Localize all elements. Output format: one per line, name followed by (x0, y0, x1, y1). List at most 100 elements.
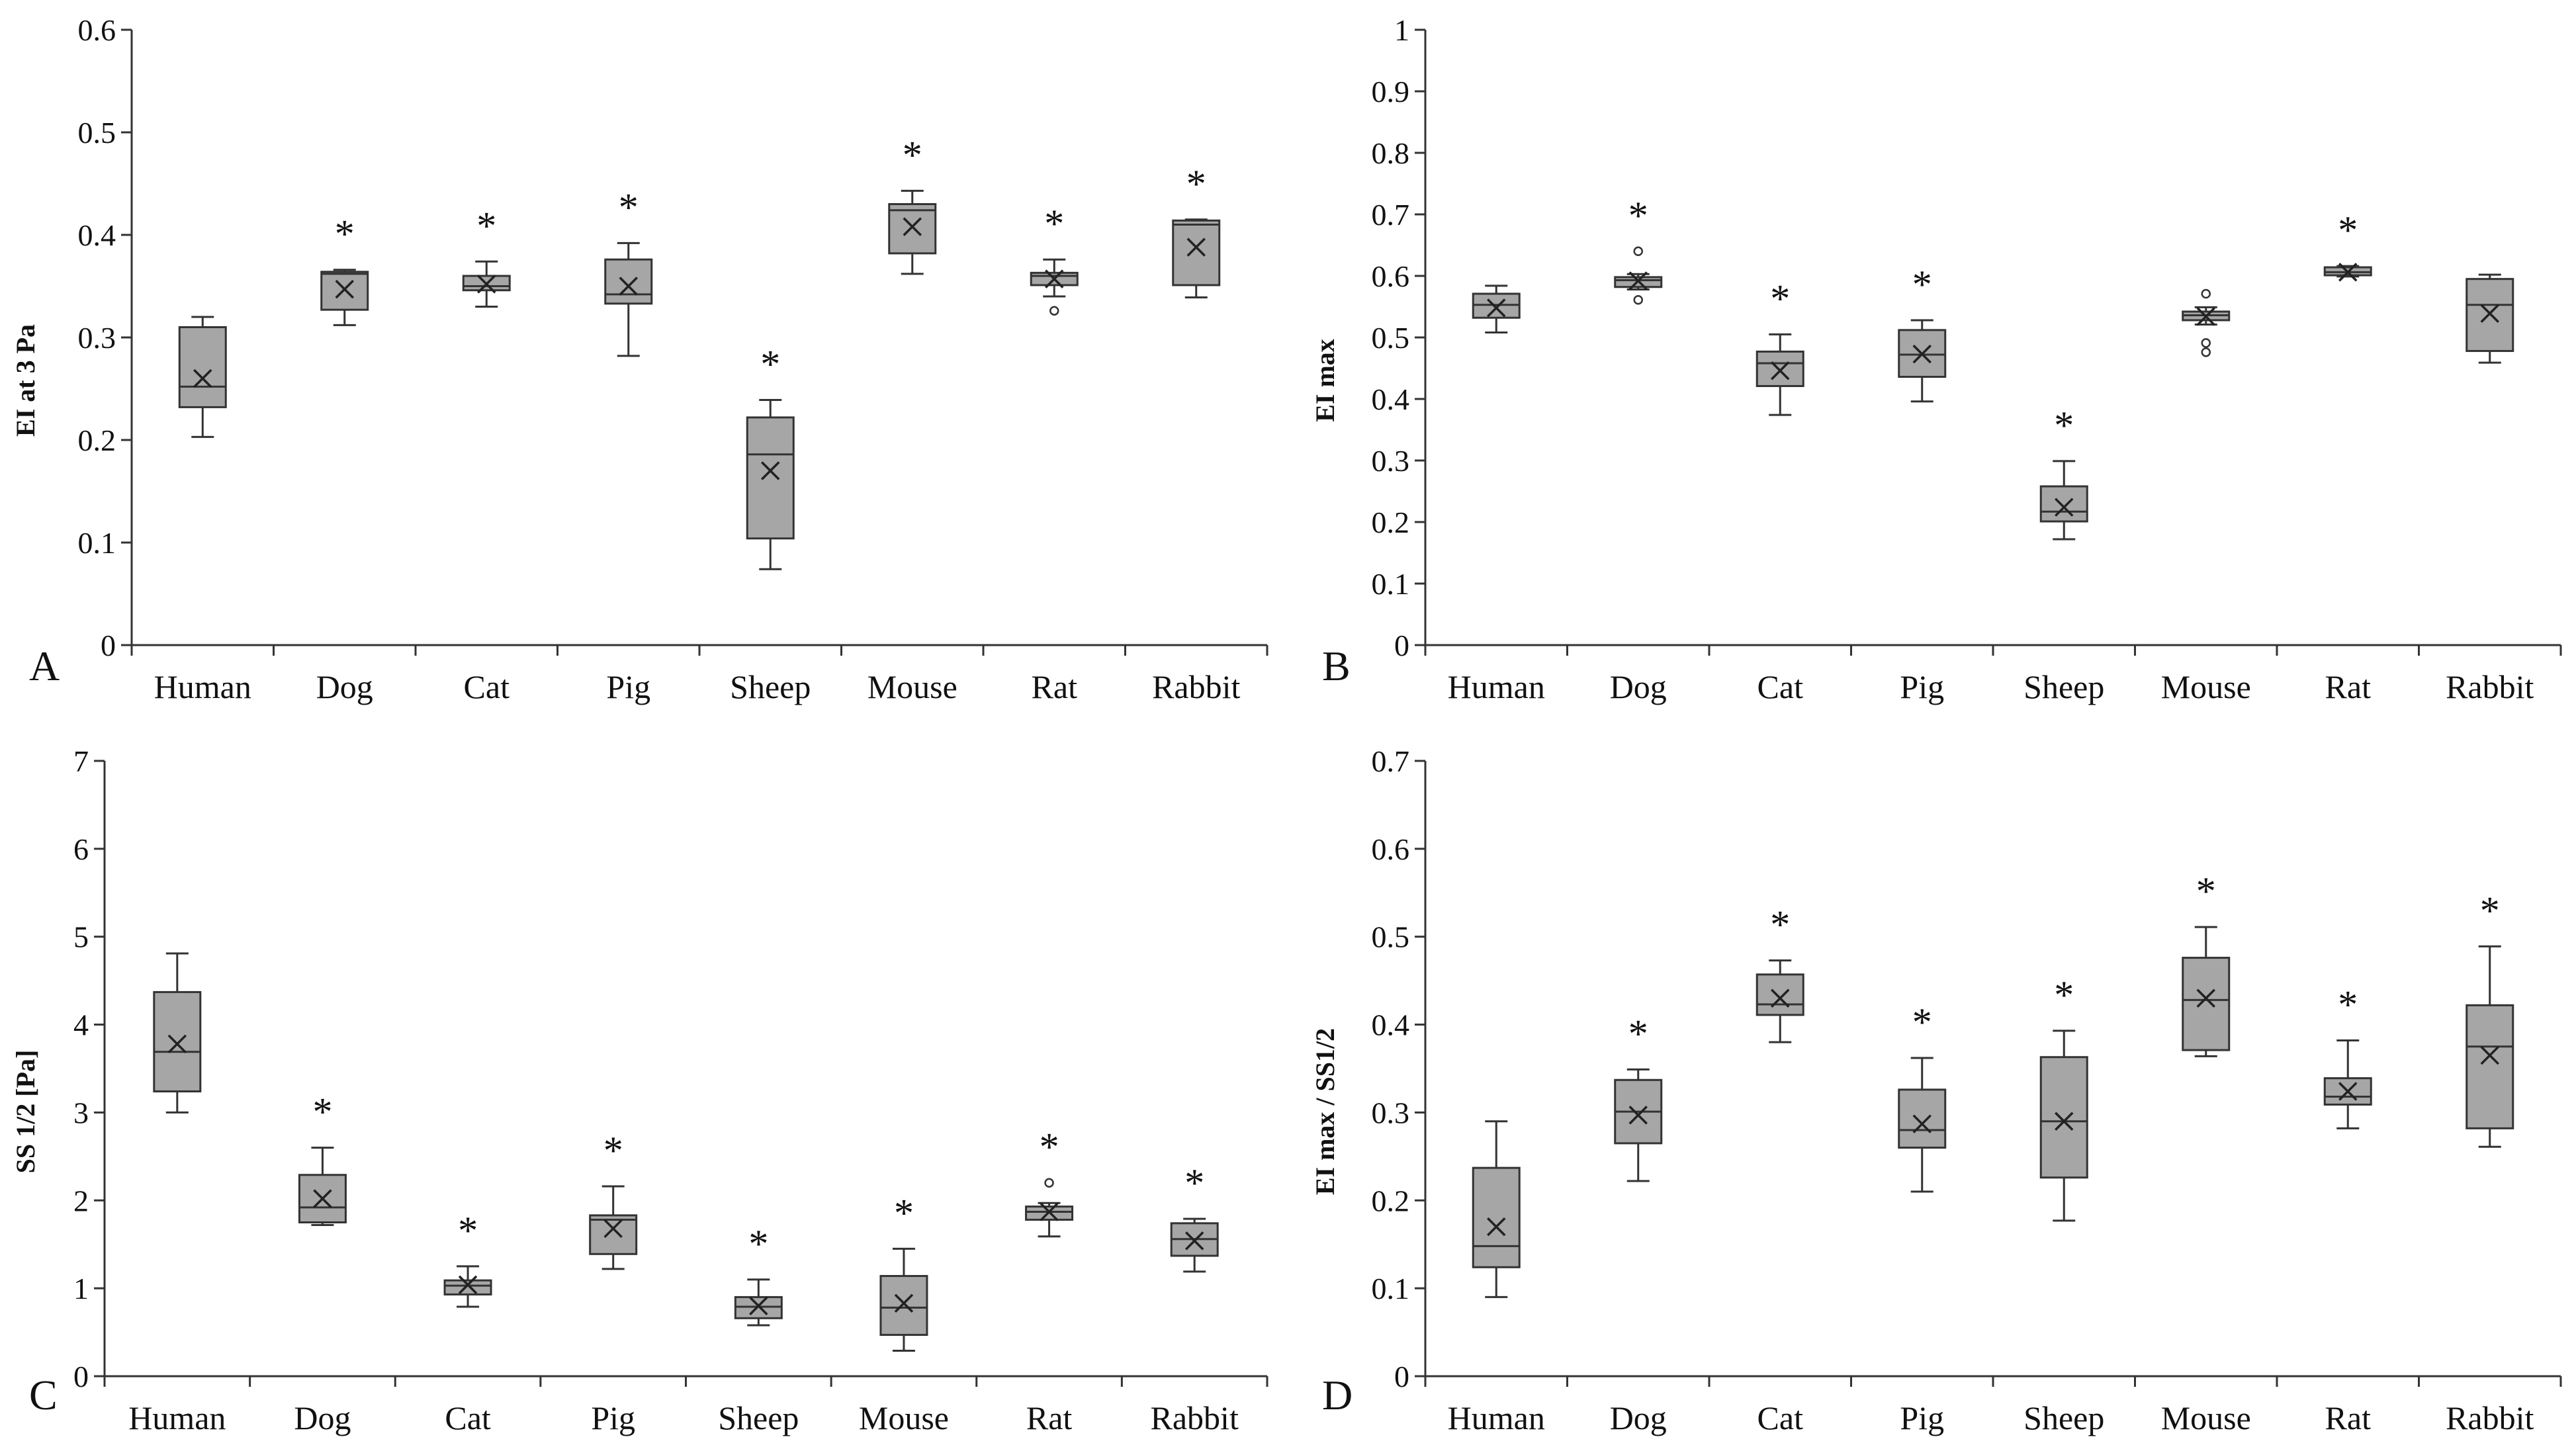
category-label-cat: Cat (464, 668, 510, 705)
significance-star: * (2480, 889, 2500, 932)
y-tick-label: 0.6 (1372, 259, 1410, 293)
category-label-pig: Pig (1900, 668, 1944, 705)
category-label-mouse: Mouse (2161, 1399, 2251, 1436)
mean-marker (2196, 307, 2215, 326)
category-label-sheep: Sheep (2023, 668, 2104, 705)
y-tick-label: 7 (73, 744, 89, 778)
y-tick-label: 0.1 (1372, 1272, 1410, 1305)
y-tick-label: 0.8 (1372, 136, 1410, 170)
y-tick-label: 3 (73, 1096, 89, 1129)
mean-marker (313, 1189, 332, 1208)
mean-marker (2480, 1045, 2499, 1065)
box-human (178, 316, 227, 438)
y-tick-label: 5 (73, 920, 89, 954)
y-tick-label: 0.3 (78, 321, 116, 355)
category-label-human: Human (1448, 1399, 1545, 1436)
significance-star: * (2054, 973, 2074, 1017)
mean-marker (761, 461, 780, 480)
significance-star: * (1184, 1161, 1204, 1205)
category-label-mouse: Mouse (867, 668, 957, 705)
box-body (2039, 485, 2088, 523)
category-label-dog: Dog (294, 1399, 351, 1436)
y-tick-label: 0.6 (78, 13, 116, 47)
box-dog: * (320, 212, 369, 326)
box-cat: * (1755, 277, 1804, 416)
outlier-point (2201, 288, 2211, 299)
significance-star: * (619, 185, 639, 229)
box-dog: * (298, 1090, 347, 1226)
outlier-point (1049, 306, 1059, 316)
box-cat: * (1755, 903, 1804, 1043)
category-label-mouse: Mouse (859, 1399, 949, 1436)
mean-marker (167, 1034, 187, 1054)
y-tick-label: 1 (1394, 13, 1409, 47)
box-mouse (2182, 288, 2231, 357)
box-body (1172, 219, 1221, 286)
y-tick-label: 0 (101, 629, 116, 662)
significance-star: * (1770, 277, 1790, 320)
category-label-cat: Cat (1757, 1399, 1804, 1436)
y-tick-label: 0.4 (1372, 1008, 1410, 1042)
box-dog: * (1614, 1012, 1663, 1182)
significance-star: * (1770, 903, 1790, 947)
category-label-rat: Rat (2325, 668, 2372, 705)
category-label-human: Human (154, 668, 251, 705)
y-tick-label: 0.1 (78, 526, 116, 560)
box-sheep: * (2039, 973, 2088, 1222)
category-label-cat: Cat (1757, 668, 1804, 705)
box-body (2465, 1004, 2514, 1129)
category-label-pig: Pig (591, 1399, 635, 1436)
box-body (879, 1275, 928, 1337)
mean-marker (335, 279, 354, 299)
category-label-human: Human (128, 1399, 226, 1436)
panel-a: A EI at 3 Pa 0 0.1 0.2 0.3 0.4 0.5 0.6 Human Dog… (11, 13, 1268, 705)
y-axis-title-d: EI max / SS1/2 (1310, 1028, 1340, 1195)
box-human (1472, 1120, 1521, 1298)
mean-marker (1628, 1106, 1648, 1125)
box-body (1755, 973, 1804, 1016)
significance-star: * (748, 1222, 768, 1266)
significance-star: * (476, 204, 496, 247)
y-tick-label: 0.4 (78, 218, 116, 252)
outlier-point (1633, 295, 1643, 305)
significance-star: * (458, 1209, 478, 1252)
category-label-pig: Pig (606, 668, 650, 705)
box-sheep: * (746, 343, 795, 570)
significance-star: * (1040, 1125, 1059, 1169)
y-tick-label: 0.5 (1372, 321, 1410, 355)
y-tick-label: 0.7 (1372, 744, 1410, 778)
box-pig: * (589, 1129, 638, 1270)
y-tick-label: 0 (1394, 629, 1409, 662)
mean-marker (1487, 1217, 1506, 1237)
y-tick-label: 4 (73, 1008, 89, 1042)
significance-star: * (1186, 162, 1206, 206)
box-mouse: * (2182, 869, 2231, 1057)
panel-d: D EI max / SS1/2 0 0.1 0.2 0.3 0.4 0.5 0.6 0.7 H… (1310, 744, 2562, 1436)
outlier-point (2201, 347, 2211, 357)
mean-marker (1771, 361, 1790, 380)
box-cat: * (462, 204, 511, 308)
panel-letter-b: B (1322, 642, 1351, 689)
mean-marker (1628, 271, 1648, 290)
box-body (153, 990, 202, 1093)
mean-marker (1186, 238, 1206, 257)
significance-star: * (1912, 263, 1932, 306)
category-label-human: Human (1448, 668, 1545, 705)
mean-marker (619, 277, 638, 296)
category-label-rabbit: Rabbit (1151, 1399, 1239, 1436)
box-body (443, 1279, 492, 1295)
category-label-rat: Rat (1026, 1399, 1073, 1436)
mean-marker (903, 217, 922, 236)
mean-marker (2338, 263, 2358, 282)
category-label-dog: Dog (1610, 668, 1667, 705)
box-mouse: * (879, 1191, 928, 1352)
y-tick-label: 0 (73, 1360, 89, 1393)
significance-star: * (335, 212, 355, 256)
category-label-mouse: Mouse (2161, 668, 2251, 705)
y-axis-title-c: SS 1/2 [Pa] (11, 1050, 40, 1174)
significance-star: * (1628, 194, 1648, 238)
box-body (1898, 1088, 1947, 1149)
outlier-point (1044, 1178, 1054, 1188)
box-dog: * (1614, 194, 1663, 305)
